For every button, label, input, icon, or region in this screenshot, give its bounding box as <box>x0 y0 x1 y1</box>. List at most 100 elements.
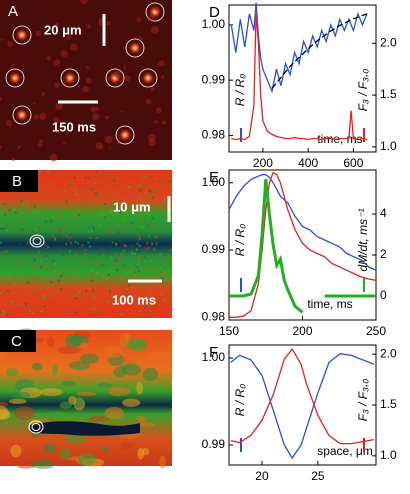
y-tick-label: 0 <box>380 288 387 302</box>
blob <box>104 407 125 420</box>
noise <box>148 189 151 192</box>
noise <box>155 189 158 192</box>
y-tick-label: 0.98 <box>202 128 226 142</box>
noise <box>128 289 131 292</box>
noise <box>91 279 94 282</box>
noise <box>162 296 165 299</box>
noise <box>5 120 13 127</box>
noise <box>5 231 8 234</box>
noise <box>139 224 142 227</box>
noise <box>61 272 64 275</box>
noise <box>26 305 29 308</box>
noise <box>54 263 57 266</box>
noise <box>155 276 158 279</box>
noise <box>13 305 16 308</box>
noise <box>140 303 143 306</box>
blob <box>31 362 43 371</box>
noise <box>55 290 58 293</box>
noise <box>105 179 108 182</box>
noise <box>20 199 23 202</box>
panel-letter: C <box>11 333 22 350</box>
noise <box>68 236 71 239</box>
noise <box>39 243 42 246</box>
noise <box>116 269 119 272</box>
noise <box>109 285 112 288</box>
noise <box>149 276 152 279</box>
noise <box>133 253 136 256</box>
spark-outline <box>145 2 165 22</box>
noise <box>11 157 16 162</box>
y2-axis-title: F₃ / F₃,₀ <box>356 69 370 112</box>
noise <box>106 277 109 280</box>
noise <box>6 232 9 235</box>
noise <box>43 242 46 245</box>
noise <box>95 262 98 265</box>
noise <box>143 256 146 259</box>
noise <box>77 214 80 217</box>
noise <box>1 309 4 312</box>
noise <box>98 268 101 271</box>
noise <box>141 298 144 301</box>
noise <box>166 186 169 189</box>
y-tick-label: 1.0 <box>380 448 397 462</box>
blob <box>107 387 131 397</box>
noise <box>167 235 170 238</box>
noise <box>29 280 32 283</box>
noise <box>101 248 104 251</box>
blob <box>40 388 63 397</box>
noise <box>136 17 142 23</box>
noise <box>33 205 36 208</box>
noise <box>89 236 92 239</box>
noise <box>91 188 94 191</box>
noise <box>17 303 20 306</box>
noise <box>113 202 116 205</box>
panel-letter: F <box>209 344 218 361</box>
noise <box>111 174 114 177</box>
noise <box>0 38 4 41</box>
noise <box>81 244 84 247</box>
x-tick-label: 150 <box>219 324 239 338</box>
noise <box>4 213 7 216</box>
noise <box>47 171 50 174</box>
noise <box>165 214 168 217</box>
noise <box>69 285 72 288</box>
noise <box>3 200 6 203</box>
noise <box>128 222 131 225</box>
y-axis-title: R / R₀ <box>233 74 247 106</box>
blob <box>10 444 22 458</box>
noise <box>43 259 46 262</box>
plot-frame <box>228 4 377 153</box>
noise <box>31 276 34 279</box>
noise <box>145 273 148 276</box>
noise <box>29 293 32 296</box>
noise <box>35 263 38 266</box>
noise <box>91 273 94 276</box>
scale-label: 150 ms <box>52 119 96 134</box>
noise <box>97 193 100 196</box>
noise <box>12 282 15 285</box>
noise <box>74 241 77 244</box>
noise <box>155 268 158 271</box>
noise <box>97 227 100 230</box>
noise <box>134 271 137 274</box>
x-tick-label: 250 <box>366 324 386 338</box>
noise <box>53 170 56 173</box>
noise <box>145 267 148 270</box>
noise <box>161 214 164 217</box>
noise <box>103 216 106 219</box>
blob <box>142 367 159 382</box>
noise <box>56 269 59 272</box>
y-tick-label: 2.0 <box>380 35 397 49</box>
noise <box>159 178 162 181</box>
noise <box>75 297 78 300</box>
noise <box>53 117 60 124</box>
noise <box>59 275 62 278</box>
noise <box>25 229 28 232</box>
noise <box>51 235 54 238</box>
noise <box>136 185 139 188</box>
noise <box>126 263 129 266</box>
noise <box>111 205 114 208</box>
noise <box>114 288 117 291</box>
noise <box>101 184 104 187</box>
noise <box>146 293 149 296</box>
